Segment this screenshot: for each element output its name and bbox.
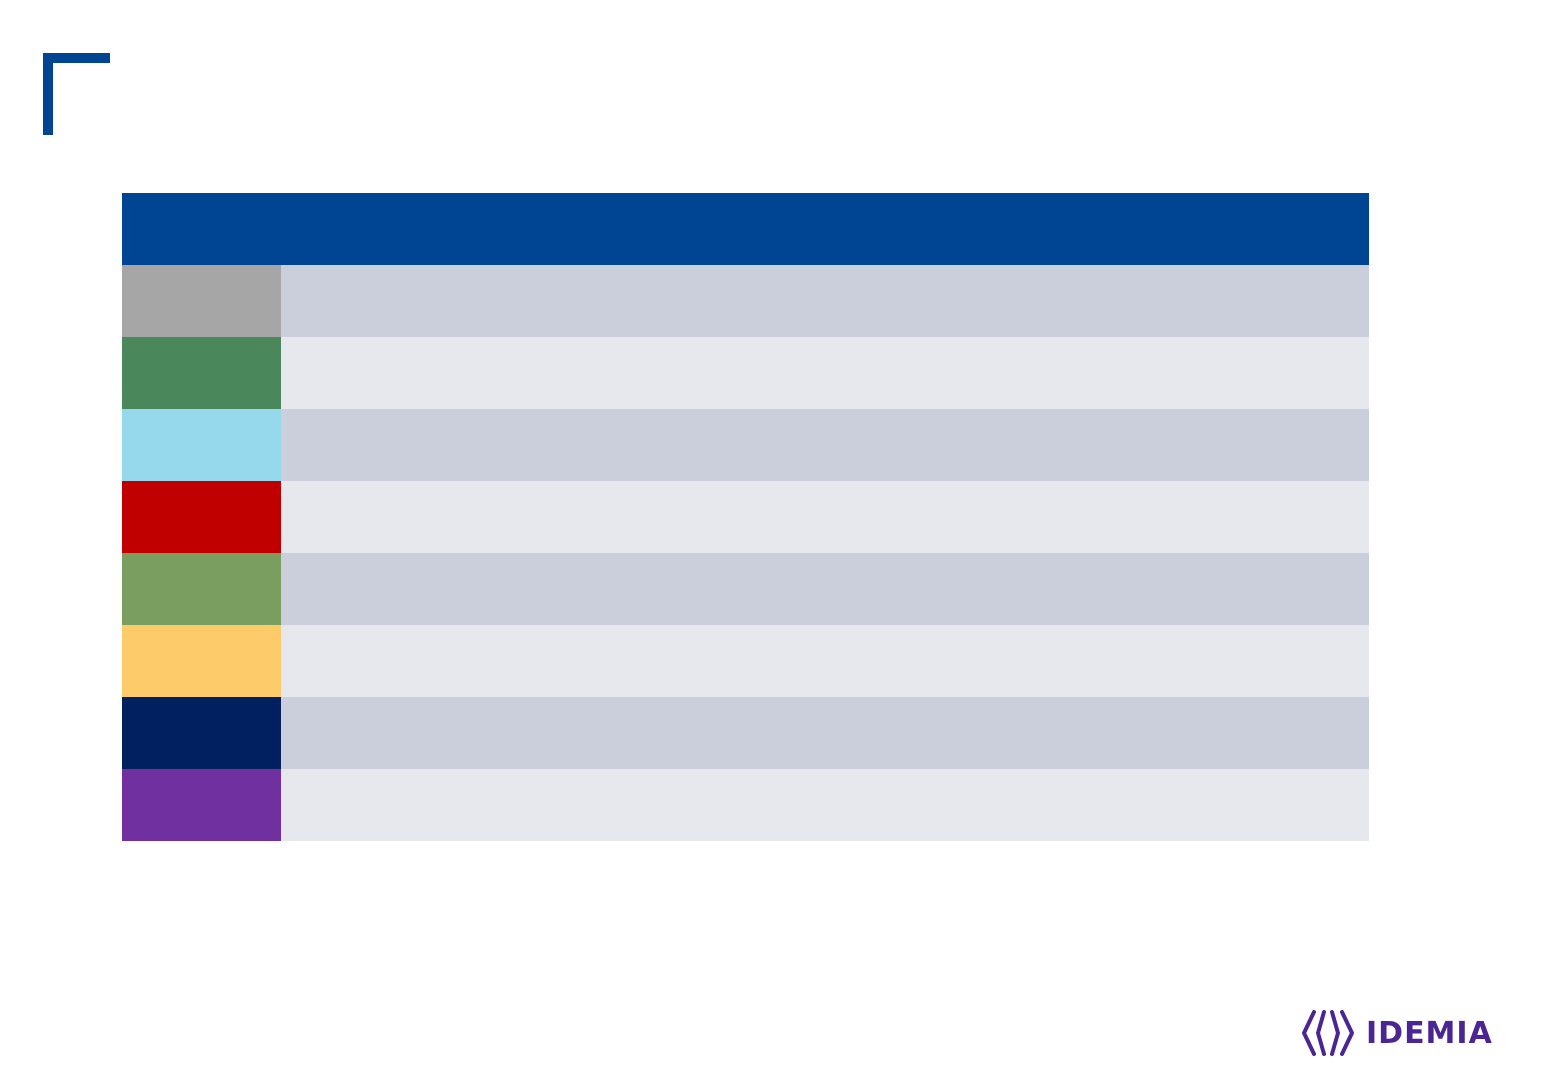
table-rows (122, 265, 1369, 841)
table-cell (281, 625, 1369, 697)
table-row (122, 769, 1369, 841)
logo-text: IDEMIA (1366, 1015, 1493, 1051)
table-cell (281, 265, 1369, 337)
table-cell (281, 409, 1369, 481)
table-row (122, 481, 1369, 553)
color-table (122, 193, 1369, 841)
table-cell (281, 337, 1369, 409)
table-row (122, 337, 1369, 409)
logo-icon (1302, 1010, 1354, 1056)
corner-mark (43, 53, 110, 135)
color-swatch (122, 337, 281, 409)
table-row (122, 625, 1369, 697)
table-row (122, 409, 1369, 481)
color-swatch (122, 481, 281, 553)
table-row (122, 553, 1369, 625)
table-row (122, 697, 1369, 769)
color-swatch (122, 625, 281, 697)
table-cell (281, 769, 1369, 841)
color-swatch (122, 697, 281, 769)
table-cell (281, 481, 1369, 553)
logo: IDEMIA (1300, 1008, 1493, 1058)
color-swatch (122, 409, 281, 481)
color-swatch (122, 769, 281, 841)
table-header (122, 193, 1369, 265)
color-swatch (122, 553, 281, 625)
table-cell (281, 697, 1369, 769)
table-row (122, 265, 1369, 337)
table-cell (281, 553, 1369, 625)
color-swatch (122, 265, 281, 337)
